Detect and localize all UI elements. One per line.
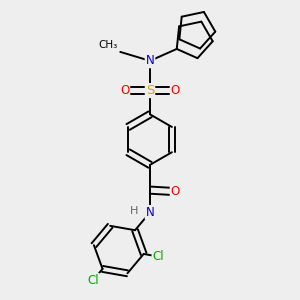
Text: Cl: Cl <box>152 250 164 263</box>
Text: CH₃: CH₃ <box>98 40 117 50</box>
Text: H: H <box>130 206 138 216</box>
Text: Cl: Cl <box>87 274 99 287</box>
Text: O: O <box>171 185 180 198</box>
Text: O: O <box>171 84 180 97</box>
Text: O: O <box>120 84 129 97</box>
Text: S: S <box>146 84 154 97</box>
Text: N: N <box>146 54 154 67</box>
Text: N: N <box>146 206 154 219</box>
